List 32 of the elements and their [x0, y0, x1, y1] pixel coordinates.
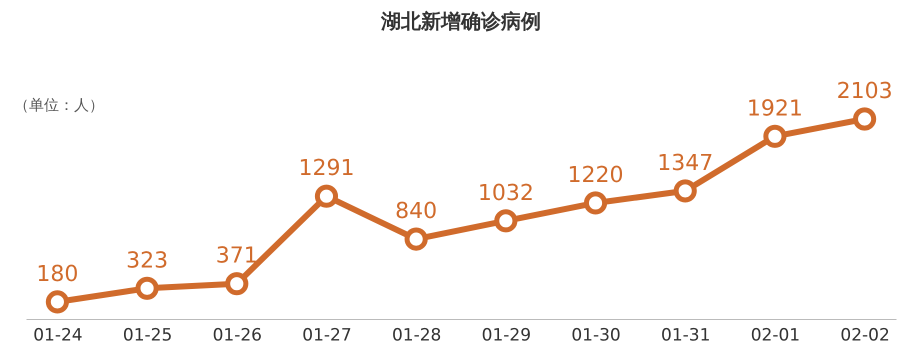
data-label: 840: [395, 199, 438, 224]
x-tick-label: 01-29: [482, 326, 532, 346]
x-tick-label: 01-31: [661, 326, 710, 346]
chart-title: 湖北新增确诊病例: [380, 9, 541, 33]
data-label: 1921: [746, 96, 803, 122]
x-tick-label: 01-27: [302, 326, 352, 346]
x-tick-label: 01-25: [122, 326, 172, 346]
x-tick-label: 02-01: [750, 326, 800, 346]
point: [404, 228, 428, 251]
point: [584, 191, 608, 215]
x-tick-label: 01-24: [33, 326, 83, 346]
point: [136, 276, 159, 300]
point: [314, 184, 338, 208]
point: [46, 290, 69, 314]
data-label: 323: [126, 248, 168, 274]
point: [674, 179, 697, 202]
data-label: 1032: [478, 180, 534, 206]
data-label: 2103: [836, 79, 893, 104]
data-label: 371: [216, 244, 258, 269]
point: [494, 209, 518, 232]
x-tick-label: 01-26: [212, 326, 262, 346]
x-tick-label: 02-02: [840, 326, 890, 346]
data-label: 180: [36, 262, 78, 287]
data-label: 1291: [298, 156, 354, 182]
data-label: 1220: [568, 162, 624, 188]
data-label: 1347: [657, 150, 714, 176]
point: [853, 107, 876, 131]
x-tick-label: 01-28: [392, 326, 442, 346]
x-tick-label: 01-30: [571, 326, 621, 346]
point: [225, 272, 248, 296]
point: [763, 124, 786, 148]
text: （单位：人）: [14, 96, 104, 114]
